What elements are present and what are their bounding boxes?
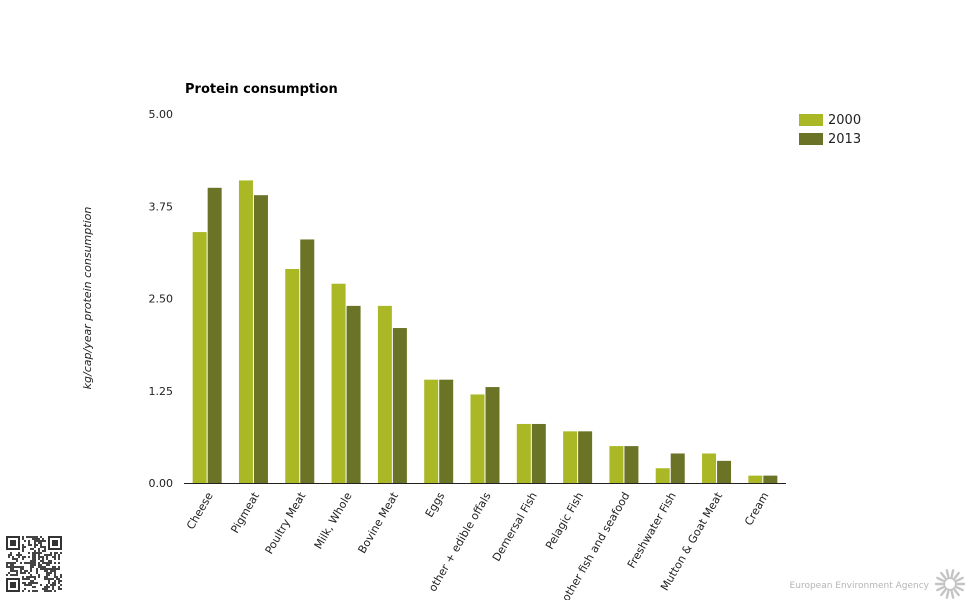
y-tick-label: 0.00: [149, 477, 174, 490]
x-tick-label: Freshwater Fish: [625, 490, 679, 570]
eea-sun-icon: [934, 569, 966, 599]
y-axis-title: kg/cap/year protein consumption: [81, 207, 94, 390]
x-tick-label: Milk, Whole: [312, 490, 355, 552]
y-tick-label: 5.00: [149, 108, 174, 121]
x-tick-label: Pelagic Fish: [543, 490, 586, 552]
bar-2013-8[interactable]: [531, 423, 546, 483]
bar-2000-6[interactable]: [424, 379, 439, 483]
bar-2013-6[interactable]: [439, 379, 454, 483]
legend: 2000 2013: [799, 113, 861, 147]
x-tick-label: Pigmeat: [228, 489, 262, 535]
bar-2000-11[interactable]: [655, 468, 670, 483]
bar-2013-13[interactable]: [763, 475, 778, 483]
bar-2013-2[interactable]: [253, 195, 268, 483]
legend-swatch-2000: [799, 114, 823, 126]
bar-2000-7[interactable]: [470, 394, 485, 483]
y-tick-label: 3.75: [149, 200, 174, 213]
x-tick-label: Cream: [742, 490, 771, 528]
bar-2013-1[interactable]: [207, 187, 222, 484]
y-tick-label: 2.50: [149, 293, 174, 306]
bar-2013-5[interactable]: [392, 328, 407, 483]
legend-swatch-2013: [799, 133, 823, 145]
bar-2000-4[interactable]: [331, 283, 346, 483]
chart-title: Protein consumption: [185, 82, 338, 97]
x-tick-label: Cheese: [184, 490, 216, 532]
y-tick-label: 1.25: [149, 385, 174, 398]
bar-2013-7[interactable]: [485, 387, 500, 483]
y-axis: 0.00 1.25 2.50 3.75 5.00: [149, 108, 174, 490]
x-tick-label: Bovine Meat: [356, 489, 402, 555]
bar-2000-1[interactable]: [192, 232, 207, 483]
legend-label: 2000: [828, 113, 861, 128]
qr-code-icon: [6, 536, 62, 592]
bar-2000-8[interactable]: [516, 423, 531, 483]
credit-text: European Environment Agency: [790, 581, 930, 591]
bar-2013-3[interactable]: [300, 239, 315, 483]
x-axis: Cheese Pigmeat Poultry Meat Milk, Whole Bovi…: [184, 489, 771, 600]
bar-2000-5[interactable]: [377, 305, 392, 483]
legend-label: 2013: [828, 132, 861, 147]
plot-area: [192, 180, 778, 484]
bar-2013-9[interactable]: [578, 431, 593, 483]
bar-2000-10[interactable]: [609, 446, 624, 483]
bar-2000-2[interactable]: [238, 180, 253, 484]
bar-2013-12[interactable]: [717, 460, 732, 483]
bar-2000-9[interactable]: [563, 431, 578, 483]
x-tick-label: Poultry Meat: [263, 489, 309, 556]
bar-2000-3[interactable]: [285, 268, 300, 483]
bar-2000-13[interactable]: [748, 475, 763, 483]
bar-2000-12[interactable]: [702, 453, 717, 483]
bar-2013-10[interactable]: [624, 446, 639, 483]
x-tick-label: Eggs: [423, 490, 448, 520]
bar-2013-11[interactable]: [670, 453, 685, 483]
x-tick-label: Demersal Fish: [490, 490, 540, 564]
bar-2013-4[interactable]: [346, 305, 361, 483]
